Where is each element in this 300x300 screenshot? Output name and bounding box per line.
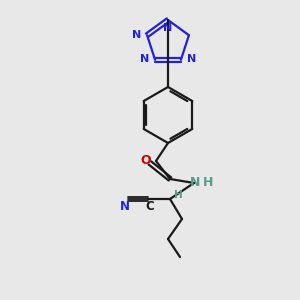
Text: H: H — [203, 176, 213, 188]
Text: N: N — [140, 54, 149, 64]
Text: N: N — [190, 176, 200, 188]
Text: C: C — [146, 200, 154, 212]
Text: N: N — [132, 30, 141, 40]
Text: N: N — [120, 200, 130, 212]
Text: N: N — [187, 54, 196, 64]
Text: H: H — [174, 190, 182, 200]
Text: N: N — [164, 23, 172, 33]
Text: O: O — [141, 154, 151, 167]
